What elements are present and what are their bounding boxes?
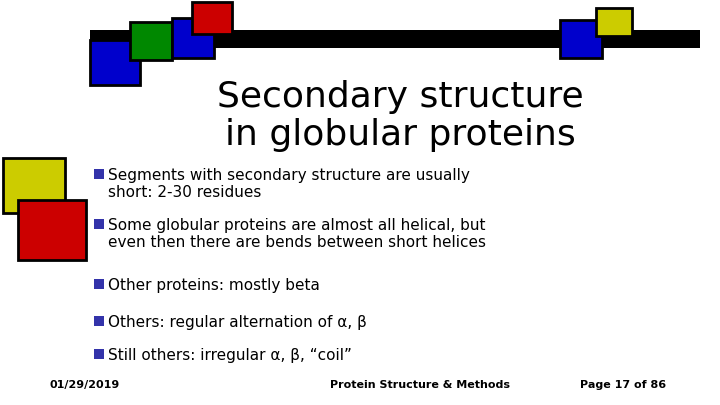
Text: Others: regular alternation of α, β: Others: regular alternation of α, β (108, 315, 367, 330)
Bar (560, 20, 602, 58)
Bar (94, 219, 104, 229)
Bar (192, 2, 232, 34)
Bar (18, 200, 86, 260)
Bar (94, 169, 104, 179)
Bar (172, 18, 214, 58)
Bar (90, 40, 140, 85)
Text: Segments with secondary structure are usually
short: 2-30 residues: Segments with secondary structure are us… (108, 168, 470, 200)
Text: in globular proteins: in globular proteins (225, 118, 575, 152)
Text: Protein Structure & Methods: Protein Structure & Methods (330, 380, 510, 390)
Bar (3, 158, 65, 213)
Bar (94, 279, 104, 289)
Bar (94, 349, 104, 359)
Text: 01/29/2019: 01/29/2019 (50, 380, 120, 390)
Text: Other proteins: mostly beta: Other proteins: mostly beta (108, 278, 320, 293)
Bar (94, 316, 104, 326)
Text: Page 17 of 86: Page 17 of 86 (580, 380, 666, 390)
Bar (90, 30, 700, 48)
Bar (130, 22, 172, 60)
Text: Some globular proteins are almost all helical, but
even then there are bends bet: Some globular proteins are almost all he… (108, 218, 486, 250)
Text: Secondary structure: Secondary structure (217, 80, 583, 114)
Text: Still others: irregular α, β, “coil”: Still others: irregular α, β, “coil” (108, 348, 352, 363)
Bar (596, 8, 632, 36)
